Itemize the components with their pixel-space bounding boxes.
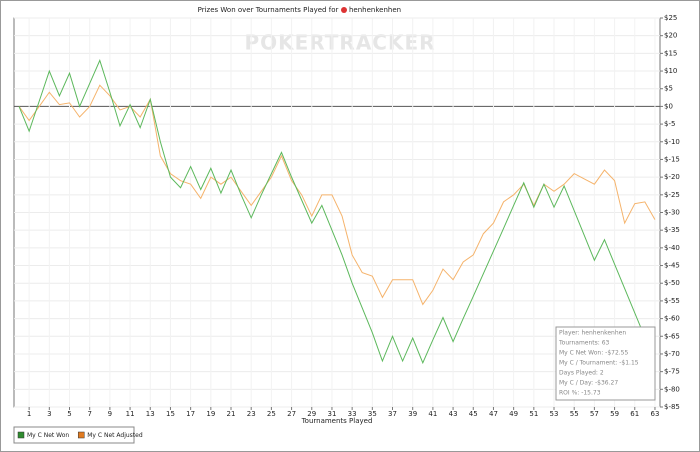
y-tick-label: $-60 <box>664 315 680 323</box>
y-tick-label: $-75 <box>664 368 680 376</box>
x-tick-label: 53 <box>550 410 559 418</box>
x-tick-label: 47 <box>489 410 498 418</box>
x-tick-label: 63 <box>650 410 659 418</box>
y-tick-label: $-15 <box>664 155 680 163</box>
x-tick-label: 5 <box>67 410 71 418</box>
x-tick-label: 17 <box>186 410 195 418</box>
x-tick-label: 41 <box>428 410 437 418</box>
x-tick-label: 33 <box>348 410 357 418</box>
info-line: My C Net Won: -$72.55 <box>559 350 628 357</box>
x-tick-label: 43 <box>449 410 458 418</box>
x-tick-label: 29 <box>307 410 316 418</box>
y-tick-label: $15 <box>664 49 677 57</box>
legend-box <box>13 426 135 444</box>
x-tick-label: 57 <box>590 410 599 418</box>
y-tick-label: $-5 <box>664 120 675 128</box>
y-tick-label: $-85 <box>664 403 680 411</box>
chart-title: Prizes Won over Tournaments Played for <box>198 6 339 14</box>
y-tick-label: $10 <box>664 67 677 75</box>
y-tick-label: $25 <box>664 14 677 22</box>
legend-label: My C Net Adjusted <box>87 432 143 439</box>
x-tick-label: 55 <box>570 410 579 418</box>
x-tick-label: 7 <box>87 410 91 418</box>
x-tick-label: 3 <box>47 410 51 418</box>
y-tick-label: $-25 <box>664 191 680 199</box>
series-line <box>18 59 656 365</box>
x-tick-label: 11 <box>126 410 135 418</box>
x-tick-label: 23 <box>247 410 256 418</box>
x-tick-label: 9 <box>108 410 112 418</box>
info-line: Tournaments: 63 <box>558 340 610 347</box>
x-tick-label: 27 <box>287 410 296 418</box>
y-tick-label: $-35 <box>664 226 680 234</box>
watermark: POKERTRACKER <box>244 31 435 55</box>
x-tick-label: 21 <box>227 410 236 418</box>
info-line: Player: henhenkenhen <box>559 330 626 337</box>
y-tick-label: $-30 <box>664 209 680 217</box>
x-tick-label: 19 <box>206 410 215 418</box>
legend-swatch <box>77 431 85 439</box>
info-line: Days Played: 2 <box>559 370 604 377</box>
y-tick-label: $-80 <box>664 385 680 393</box>
x-axis-title: Tournaments Played <box>301 417 373 425</box>
y-tick-label: $-40 <box>664 244 680 252</box>
y-tick-label: $-55 <box>664 297 680 305</box>
y-tick-label: $20 <box>664 32 677 40</box>
info-box <box>555 326 656 401</box>
x-tick-label: 35 <box>368 410 377 418</box>
player-icon <box>341 7 347 13</box>
x-tick-label: 59 <box>610 410 619 418</box>
x-tick-label: 13 <box>146 410 155 418</box>
y-tick-label: $0 <box>664 102 673 110</box>
x-tick-label: 39 <box>408 410 417 418</box>
x-tick-label: 1 <box>27 410 31 418</box>
series-line <box>18 84 656 306</box>
x-tick-label: 45 <box>469 410 478 418</box>
y-tick-label: $-70 <box>664 350 680 358</box>
y-tick-label: $-65 <box>664 332 680 340</box>
y-tick-label: $-20 <box>664 173 680 181</box>
y-tick-label: $-50 <box>664 279 680 287</box>
legend-label: My C Net Won <box>27 432 69 439</box>
x-tick-label: 31 <box>327 410 336 418</box>
x-tick-label: 37 <box>388 410 397 418</box>
y-tick-label: $5 <box>664 85 673 93</box>
x-tick-label: 15 <box>166 410 175 418</box>
x-tick-label: 51 <box>529 410 538 418</box>
info-line: ROI %: -15.73 <box>559 390 601 397</box>
info-line: My C / Tournament: -$1.15 <box>559 360 639 367</box>
x-tick-label: 61 <box>630 410 639 418</box>
x-tick-label: 49 <box>509 410 518 418</box>
legend-swatch <box>17 431 25 439</box>
y-tick-label: $-10 <box>664 138 680 146</box>
x-tick-label: 25 <box>267 410 276 418</box>
info-line: My C / Day: -$36.27 <box>559 380 618 387</box>
player-name: henhenkenhen <box>349 6 401 14</box>
y-tick-label: $-45 <box>664 262 680 270</box>
